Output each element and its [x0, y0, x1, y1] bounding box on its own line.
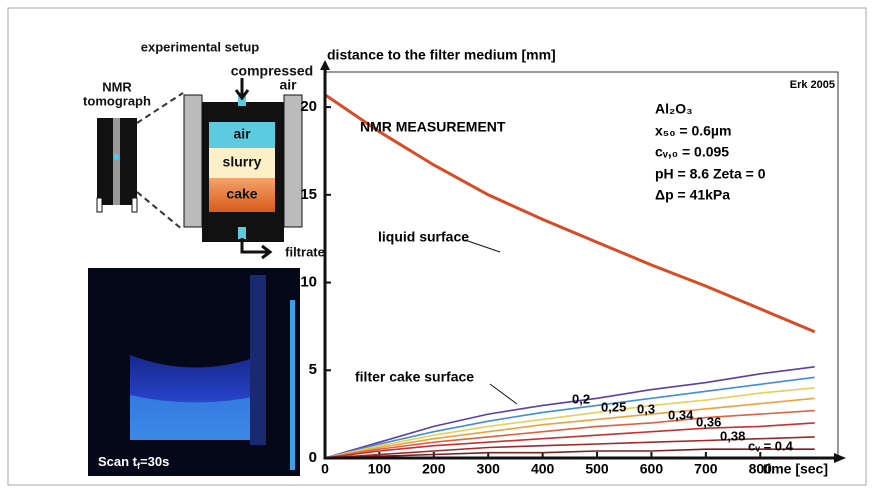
y-tick-label: 10	[300, 274, 317, 291]
label: filtrate	[285, 244, 325, 259]
annotation: cᵥ,₀ = 0.095	[655, 144, 729, 160]
series-label: 0,36	[696, 414, 721, 429]
series-line	[324, 366, 815, 459]
annotation: Δp = 41kPa	[655, 187, 730, 203]
label: air	[233, 126, 251, 142]
series-label: 0,2	[572, 391, 590, 406]
series-line	[324, 436, 815, 459]
annotation: pH = 8.6 Zeta = 0	[655, 166, 766, 182]
label: compressed	[231, 63, 313, 79]
series-label: cᵥ = 0.4	[748, 438, 794, 453]
annotation: filter cake surface	[355, 369, 474, 385]
x-tick-label: 600	[640, 461, 664, 477]
x-tick-label: 400	[531, 461, 555, 477]
label: NMR	[102, 79, 132, 94]
tomograph-icon	[96, 92, 184, 231]
y-tick-label: 0	[309, 449, 317, 466]
series-line	[324, 376, 815, 459]
scan-label-part: =30s	[140, 454, 169, 469]
series-line	[324, 93, 816, 334]
label: tomograph	[83, 93, 151, 108]
label: cake	[226, 186, 257, 202]
series-label: 0,38	[720, 428, 745, 443]
annotation: Erk 2005	[790, 79, 835, 91]
y-tick-label: 20	[300, 98, 317, 115]
label: experimental setup	[141, 39, 260, 54]
label: slurry	[223, 154, 262, 170]
x-tick-label: 100	[368, 461, 392, 477]
series-line	[324, 448, 815, 459]
series-line	[324, 422, 815, 459]
x-tick-label: 200	[422, 461, 446, 477]
filter-cell	[183, 78, 303, 260]
label: air	[279, 77, 297, 93]
scan-content	[130, 275, 295, 470]
axes	[323, 64, 842, 460]
x-tick-label: 800	[749, 461, 773, 477]
x-tick-label: 500	[585, 461, 609, 477]
x-tick-label: 300	[477, 461, 501, 477]
y-tick-label: 5	[309, 361, 317, 378]
scan-label-part: f	[137, 461, 141, 471]
series-label: 0,3	[637, 401, 655, 416]
series-line	[324, 387, 815, 459]
x-tick-label: 700	[694, 461, 718, 477]
annotation: Al₂O₃	[655, 101, 693, 117]
y-axis-label: distance to the filter medium [mm]	[327, 47, 556, 63]
series-label: 0,34	[668, 407, 694, 422]
pointer	[464, 239, 501, 253]
y-tick-label: 15	[300, 186, 317, 203]
x-tick-label: 0	[321, 461, 329, 477]
x-axis-label: time [sec]	[763, 461, 828, 477]
annotation: NMR MEASUREMENT	[360, 119, 506, 135]
scan-label: Scan tf=30s	[98, 454, 169, 471]
annotation: liquid surface	[378, 229, 469, 245]
annotation: x₅₀ = 0.6µm	[655, 123, 731, 139]
series-label: 0,25	[601, 399, 626, 414]
scan-label-part: Scan t	[98, 454, 138, 469]
series-line	[324, 397, 815, 459]
pointer	[489, 383, 518, 405]
series-line	[324, 409, 815, 459]
